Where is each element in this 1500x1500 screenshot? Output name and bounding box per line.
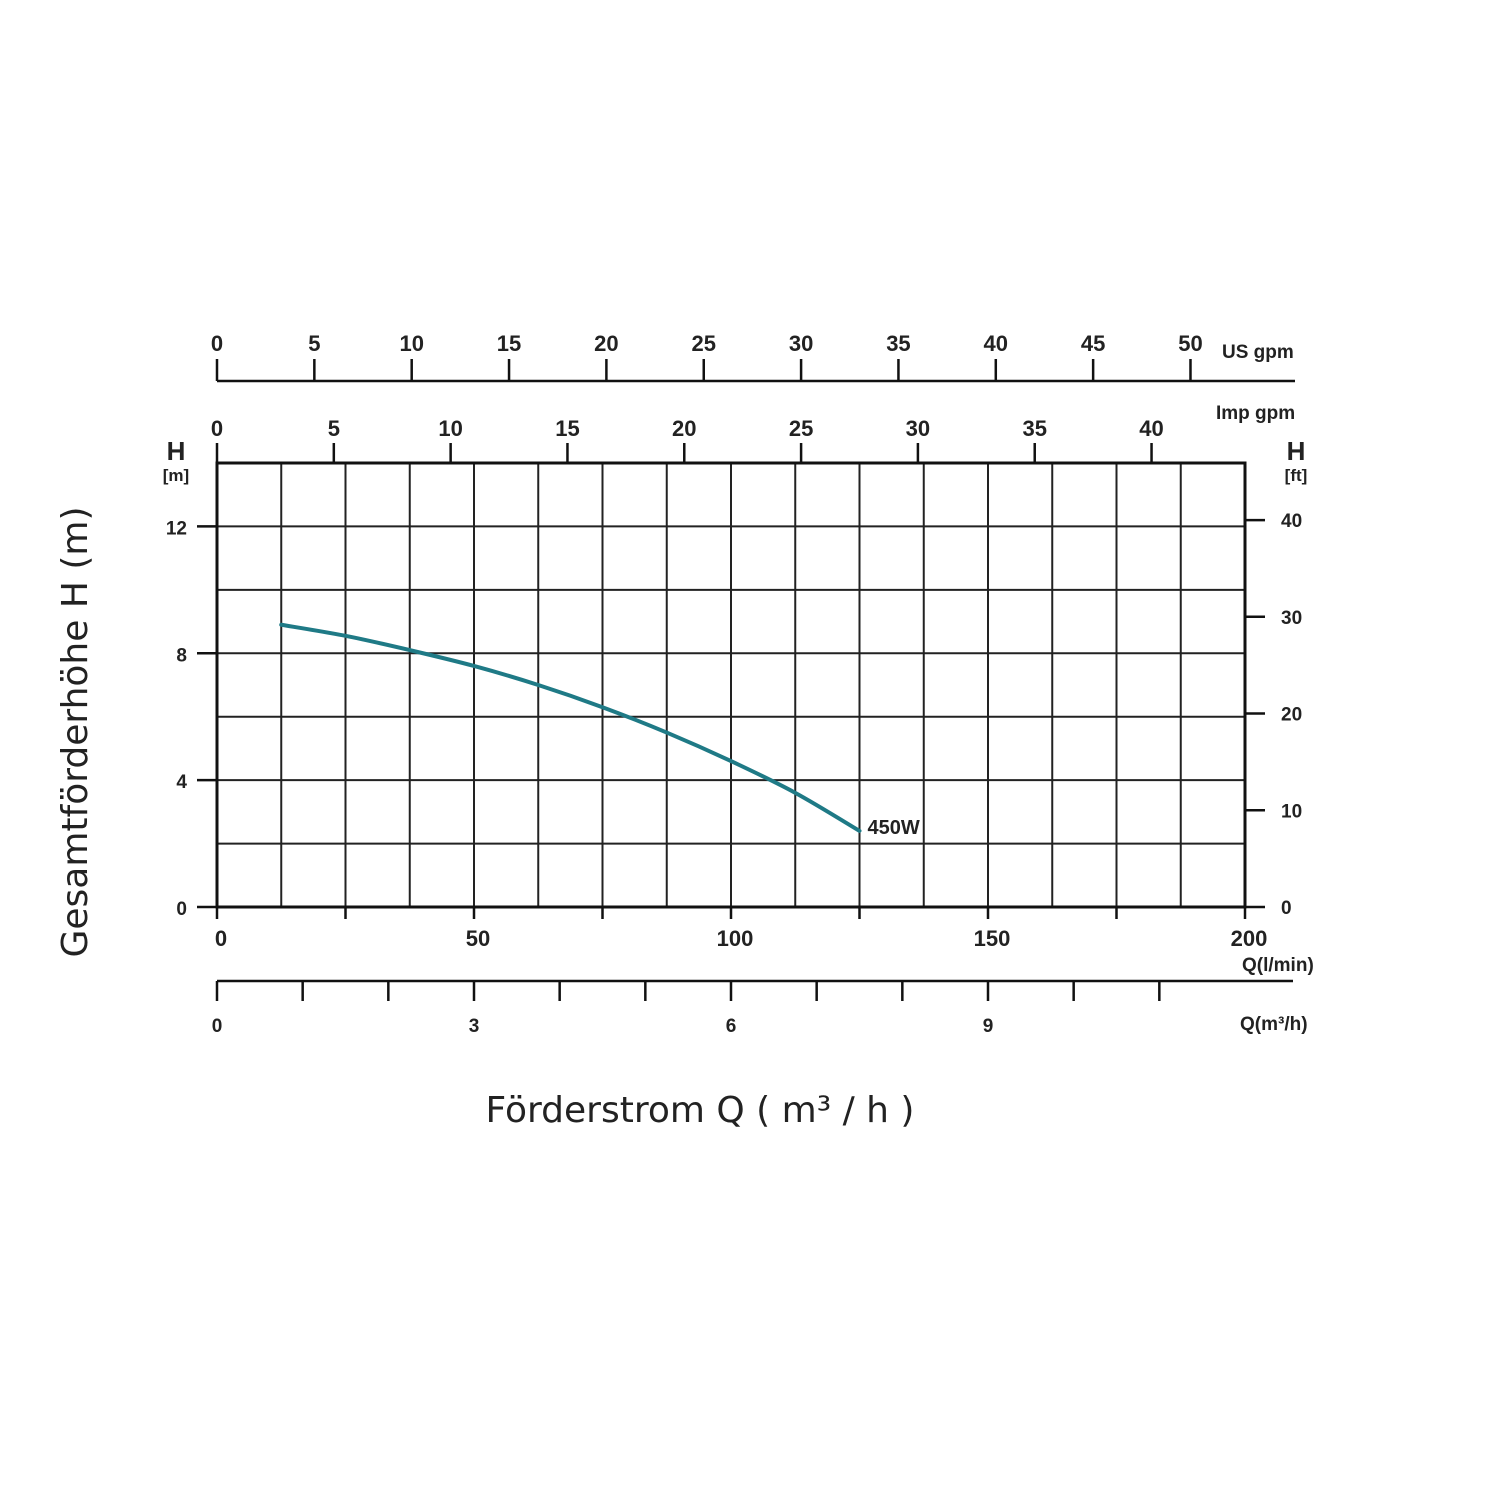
x-tick-label-us-gpm: 5 xyxy=(308,331,320,356)
x-tick-label-lmin: 50 xyxy=(466,926,490,951)
x-tick-label-imp-gpm: 30 xyxy=(906,416,930,441)
x-tick-label-lmin: 0 xyxy=(215,926,227,951)
series: 450W xyxy=(279,622,920,839)
x-tick-label-us-gpm: 35 xyxy=(886,331,910,356)
x-tick-label-imp-gpm: 25 xyxy=(789,416,813,441)
x-tick-label-m3h: 3 xyxy=(469,1016,480,1037)
imp-gpm-unit: Imp gpm xyxy=(1216,403,1295,424)
x-tick-label-us-gpm: 40 xyxy=(984,331,1008,356)
y-tick-label-m: 0 xyxy=(176,899,187,920)
x-tick-label-m3h: 0 xyxy=(212,1016,223,1037)
x-tick-label-imp-gpm: 0 xyxy=(211,416,223,441)
x-tick-label-m3h: 6 xyxy=(726,1016,737,1037)
x-tick-label-imp-gpm: 5 xyxy=(328,416,340,441)
right-h-letter: H xyxy=(1287,436,1306,466)
x-tick-label-us-gpm: 10 xyxy=(399,331,423,356)
us-gpm-unit: US gpm xyxy=(1222,342,1294,363)
x-tick-label-lmin: 200 xyxy=(1231,926,1268,951)
series-label-450w: 450W xyxy=(868,817,920,839)
x-tick-label-m3h: 9 xyxy=(983,1016,994,1037)
y-tick-label-ft: 40 xyxy=(1281,511,1302,532)
y-tick-label-m: 12 xyxy=(166,518,187,539)
left-h-unit: [m] xyxy=(163,466,189,485)
left-h-letter: H xyxy=(167,436,186,466)
x-tick-label-lmin: 100 xyxy=(717,926,754,951)
y-tick-label-ft: 20 xyxy=(1281,705,1302,726)
x-tick-label-us-gpm: 0 xyxy=(211,331,223,356)
lmin-unit: Q(l/min) xyxy=(1242,955,1314,976)
x-tick-label-us-gpm: 20 xyxy=(594,331,618,356)
y-tick-label-m: 8 xyxy=(176,645,187,666)
x-axis-title: Förderstrom Q ( m³ / h ) xyxy=(486,1090,915,1131)
x-tick-label-imp-gpm: 35 xyxy=(1022,416,1046,441)
labels: Gesamtförderhöhe H (m) Förderstrom Q ( m… xyxy=(55,342,1314,1131)
grid xyxy=(215,461,1247,909)
x-tick-label-imp-gpm: 10 xyxy=(438,416,462,441)
x-tick-label-imp-gpm: 15 xyxy=(555,416,579,441)
x-tick-label-lmin: 150 xyxy=(974,926,1011,951)
m3h-unit: Q(m³/h) xyxy=(1240,1014,1308,1035)
x-tick-label-imp-gpm: 20 xyxy=(672,416,696,441)
y-tick-label-m: 4 xyxy=(176,772,187,793)
right-h-unit: [ft] xyxy=(1285,466,1308,485)
y-axis-title: Gesamtförderhöhe H (m) xyxy=(55,506,96,957)
x-tick-label-imp-gpm: 40 xyxy=(1139,416,1163,441)
x-tick-label-us-gpm: 30 xyxy=(789,331,813,356)
y-tick-label-ft: 0 xyxy=(1281,898,1292,919)
y-tick-label-ft: 10 xyxy=(1281,801,1302,822)
y-tick-label-ft: 30 xyxy=(1281,608,1302,629)
x-tick-label-us-gpm: 50 xyxy=(1178,331,1202,356)
x-tick-label-us-gpm: 25 xyxy=(692,331,716,356)
x-tick-label-us-gpm: 15 xyxy=(497,331,521,356)
x-tick-label-us-gpm: 45 xyxy=(1081,331,1105,356)
series-line-450w xyxy=(279,622,862,833)
